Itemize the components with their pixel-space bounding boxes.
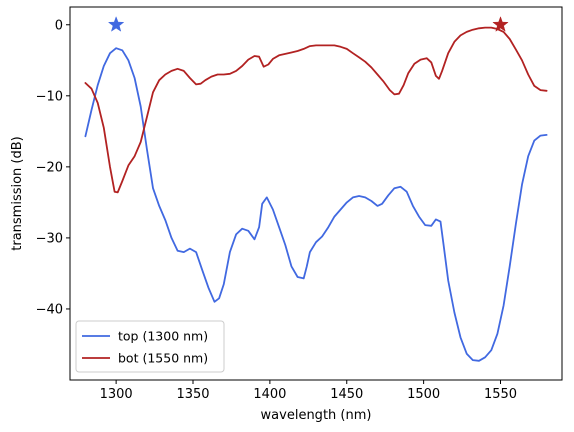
legend-label-top: top (1300 nm) [118,329,208,344]
plot-background [70,7,562,380]
x-tick-label: 1500 [407,387,440,402]
star-marker-bot [492,16,509,32]
x-tick-label: 1350 [176,387,209,402]
series-line-bot [84,26,548,194]
star-marker-top [107,16,125,32]
x-tick-label: 1400 [253,387,286,402]
y-tick-label: −40 [36,302,63,317]
x-axis-label: wavelength (nm) [261,408,372,423]
y-tick-label: −30 [36,231,63,246]
legend-frame [75,320,225,373]
x-tick-label: 1550 [484,387,517,402]
y-tick-label: −20 [36,160,63,175]
marker-layer [107,16,509,32]
x-tick-label: 1450 [330,387,363,402]
y-axis-label: transmission (dB) [10,136,25,251]
x-tick-label: 1300 [100,387,133,402]
plot-frame [69,6,563,381]
x-axis-ticks: 1300 1350 1400 1450 1500 1550 [100,380,517,402]
series-layer [84,26,548,362]
y-axis-ticks: 0 −10 −20 −30 −40 [36,18,70,317]
y-tick-label: −10 [36,89,63,104]
legend: top (1300 nm) bot (1550 nm) [75,320,225,373]
series-line-top [84,47,548,362]
y-tick-label: 0 [55,18,63,33]
legend-label-bot: bot (1550 nm) [118,351,208,366]
